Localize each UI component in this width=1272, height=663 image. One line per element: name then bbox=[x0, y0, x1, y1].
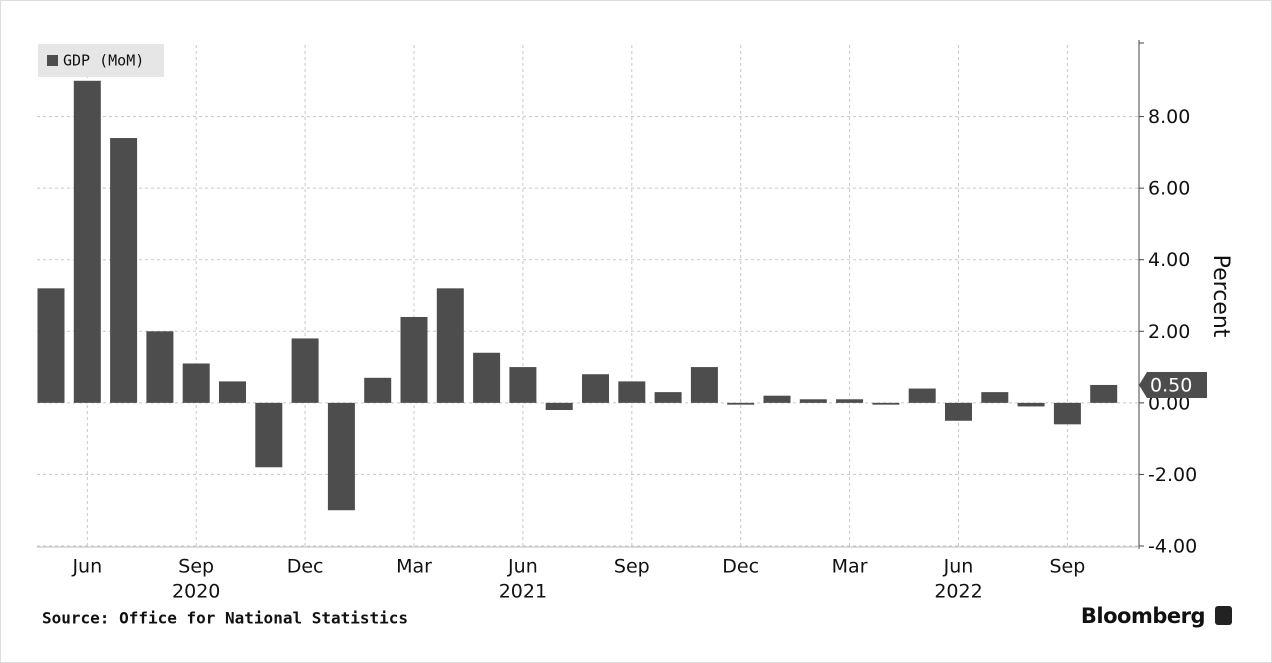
bar bbox=[146, 331, 174, 403]
bar bbox=[110, 138, 138, 403]
bar bbox=[327, 402, 355, 511]
x-tick-label: Jun bbox=[943, 556, 974, 578]
bar bbox=[945, 402, 972, 421]
legend-swatch bbox=[47, 55, 58, 66]
bar bbox=[255, 402, 283, 468]
x-tick-label: Dec bbox=[722, 556, 759, 578]
bar bbox=[219, 381, 246, 403]
bar bbox=[763, 395, 791, 403]
bar bbox=[799, 399, 827, 403]
bar bbox=[727, 402, 755, 405]
bar bbox=[582, 374, 609, 403]
bar bbox=[1017, 402, 1045, 407]
bar bbox=[1090, 384, 1118, 403]
x-tick-label: Sep bbox=[614, 556, 650, 578]
bar bbox=[981, 392, 1009, 403]
bar bbox=[690, 367, 718, 403]
bar bbox=[291, 338, 319, 403]
bar bbox=[364, 377, 392, 403]
y-tick-label: 6.00 bbox=[1148, 178, 1190, 200]
bar bbox=[1053, 402, 1081, 425]
bar bbox=[654, 392, 682, 403]
source: Source: Office for National Statistics bbox=[42, 609, 408, 628]
x-year-label: 2021 bbox=[499, 581, 547, 603]
bar bbox=[37, 288, 65, 403]
brand-icon bbox=[1215, 606, 1232, 625]
last-value-tag bbox=[1139, 371, 1207, 398]
x-tick-label: Dec bbox=[287, 556, 324, 578]
x-year-label: 2022 bbox=[934, 581, 982, 603]
y-tick-label: -2.00 bbox=[1148, 464, 1197, 486]
bar bbox=[545, 402, 573, 411]
bar bbox=[182, 363, 210, 403]
bar bbox=[836, 399, 864, 403]
brand: Bloomberg bbox=[1081, 604, 1205, 628]
y-axis-label: Percent bbox=[1208, 255, 1233, 338]
bar bbox=[436, 288, 464, 403]
bar bbox=[908, 388, 936, 403]
legend-box bbox=[38, 44, 164, 77]
bar bbox=[872, 402, 900, 405]
y-tick-label: 8.00 bbox=[1148, 106, 1190, 128]
x-tick-label: Jun bbox=[507, 556, 538, 578]
x-tick-label: Sep bbox=[1049, 556, 1085, 578]
last-value-label: 0.50 bbox=[1150, 374, 1192, 396]
bar bbox=[473, 352, 501, 403]
bar bbox=[618, 381, 646, 403]
x-tick-label: Sep bbox=[178, 556, 214, 578]
x-tick-label: Jun bbox=[71, 556, 102, 578]
y-tick-label: -4.00 bbox=[1148, 536, 1197, 558]
legend-label: GDP (MoM) bbox=[63, 52, 144, 70]
bar bbox=[73, 80, 101, 403]
bar bbox=[400, 316, 428, 403]
y-tick-label: 4.00 bbox=[1148, 249, 1190, 271]
y-tick-label: 2.00 bbox=[1148, 321, 1190, 343]
x-tick-label: Mar bbox=[396, 556, 432, 578]
x-tick-label: Mar bbox=[832, 556, 868, 578]
x-year-label: 2020 bbox=[172, 581, 220, 603]
bar bbox=[509, 367, 537, 403]
